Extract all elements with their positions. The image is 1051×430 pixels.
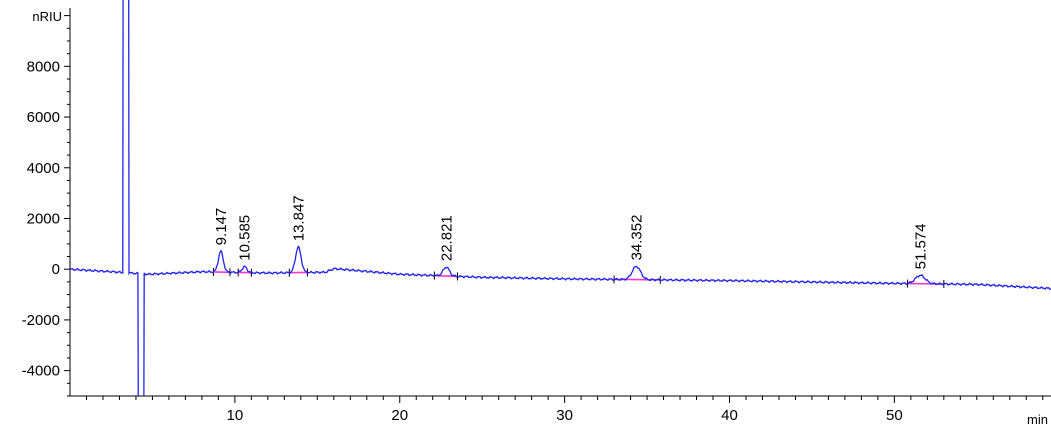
x-axis: 10 20 30 40 50 xyxy=(70,395,1051,424)
y-axis: -4000 -2000 0 2000 4000 6000 8000 xyxy=(22,8,71,397)
y-tick-label: 8000 xyxy=(27,58,60,75)
y-tick-label: 6000 xyxy=(27,109,60,126)
y-tick-label: -4000 xyxy=(22,363,60,380)
peak-labels: 9.147 10.585 13.847 22.821 34.352 51.574 xyxy=(213,195,930,269)
y-axis-unit-label: nRIU xyxy=(32,9,62,24)
y-tick-label: 0 xyxy=(52,261,60,278)
peak-label: 22.821 xyxy=(438,215,455,261)
peak-label: 34.352 xyxy=(628,215,645,261)
x-axis-unit-label: min xyxy=(1027,412,1048,427)
x-tick-label: 50 xyxy=(886,407,903,424)
peak-label: 51.574 xyxy=(912,223,929,269)
x-tick-label: 10 xyxy=(227,407,244,424)
y-tick-label: -2000 xyxy=(22,312,60,329)
y-tick-label: 4000 xyxy=(27,160,60,177)
peak-label: 13.847 xyxy=(290,195,307,241)
x-tick-label: 20 xyxy=(391,407,408,424)
y-tick-label: 2000 xyxy=(27,210,60,227)
peak-label: 10.585 xyxy=(237,215,254,261)
x-tick-label: 40 xyxy=(721,407,738,424)
signal-trace xyxy=(70,0,1051,396)
x-tick-label: 30 xyxy=(556,407,573,424)
peak-label: 9.147 xyxy=(213,208,230,246)
